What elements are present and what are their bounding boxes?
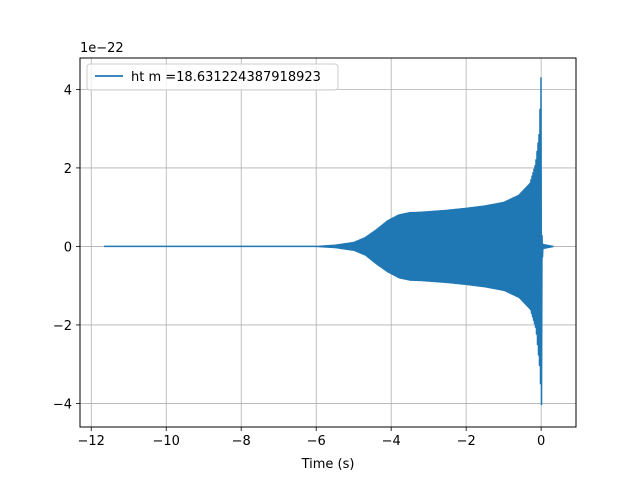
x-tick-label: 0 <box>537 434 545 449</box>
x-tick-label: −4 <box>382 434 401 449</box>
legend: ht m =18.631224387918923 <box>86 63 339 91</box>
legend-label: ht m =18.631224387918923 <box>131 70 321 85</box>
x-tick-label: −2 <box>457 434 476 449</box>
y-tick-label: −4 <box>53 397 72 412</box>
y-offset-label: 1e−22 <box>80 41 124 56</box>
legend-box <box>86 63 339 91</box>
y-axis: −4 −2 0 2 4 <box>53 83 80 412</box>
x-axis-label: Time (s) <box>301 457 355 472</box>
y-tick-label: −2 <box>53 319 72 334</box>
x-tick-label: −10 <box>153 434 180 449</box>
x-tick-label: −8 <box>232 434 251 449</box>
x-tick-label: −6 <box>307 434 326 449</box>
x-tick-label: −12 <box>78 434 105 449</box>
y-tick-label: 2 <box>64 162 72 177</box>
series-line <box>103 77 554 406</box>
y-tick-label: 0 <box>64 240 72 255</box>
series-layer <box>103 77 554 406</box>
plot-frame <box>79 57 577 428</box>
x-axis: −12 −10 −8 −6 −4 −2 0 <box>78 427 545 449</box>
y-tick-label: 4 <box>64 83 72 98</box>
